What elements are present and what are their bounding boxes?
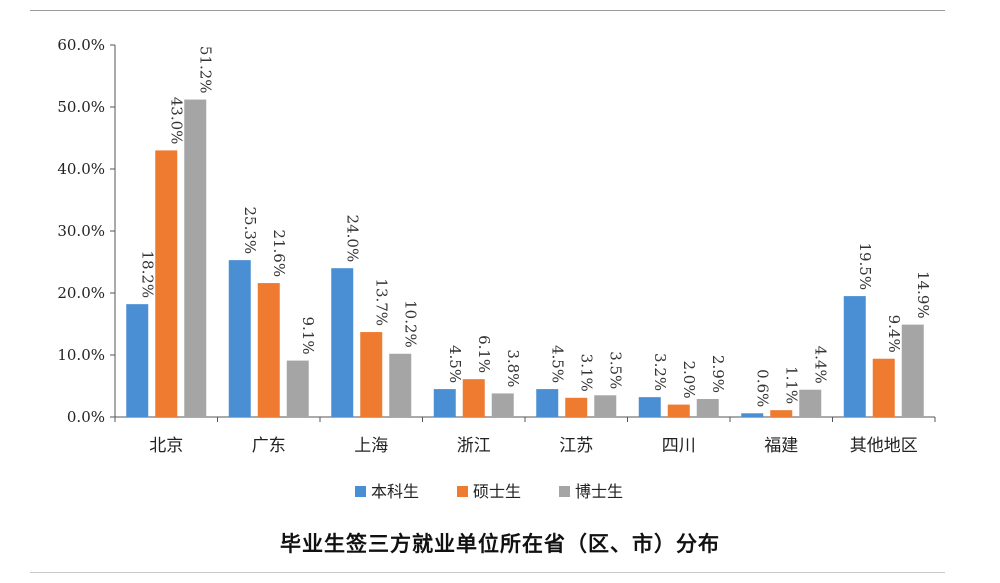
data-label: 10.2%: [401, 300, 419, 348]
legend-swatch: [355, 486, 366, 497]
data-label: 3.1%: [577, 354, 595, 392]
bar: [799, 389, 822, 417]
chart-title: 毕业生签三方就业单位所在省（区、市）分布: [280, 531, 720, 556]
y-tick-label: 30.0%: [57, 222, 105, 240]
bar: [536, 389, 559, 417]
data-label: 6.1%: [475, 335, 493, 373]
bar: [360, 332, 383, 417]
y-tick-label: 40.0%: [57, 160, 105, 178]
data-label: 2.9%: [709, 355, 727, 393]
bar: [901, 324, 924, 417]
bar: [770, 410, 793, 417]
data-label: 24.0%: [343, 215, 361, 263]
bottom-rule: [30, 572, 945, 573]
data-label: 14.9%: [914, 271, 932, 319]
bar: [843, 296, 866, 417]
data-label: 9.4%: [885, 315, 903, 353]
data-label: 1.1%: [782, 366, 800, 404]
data-label: 19.5%: [856, 242, 874, 290]
x-category-label: 其他地区: [850, 436, 918, 456]
data-label: 18.2%: [138, 251, 156, 299]
data-label: 3.2%: [651, 353, 669, 391]
legend-swatch: [457, 486, 468, 497]
bar: [696, 399, 719, 417]
bar: [184, 99, 207, 417]
bar: [331, 268, 354, 417]
bar: [872, 358, 895, 417]
y-tick-label: 10.0%: [57, 346, 105, 364]
data-label: 25.3%: [241, 206, 259, 254]
bar: [126, 304, 149, 417]
x-category-label: 四川: [662, 436, 696, 456]
data-label: 21.6%: [270, 229, 288, 277]
x-category-label: 浙江: [457, 436, 491, 456]
bar: [155, 150, 178, 417]
data-label: 3.5%: [606, 351, 624, 389]
data-label: 0.6%: [753, 369, 771, 407]
legend-label: 博士生: [575, 482, 623, 501]
legend-label: 本科生: [371, 482, 419, 501]
x-category-label: 北京: [149, 436, 183, 456]
x-category-label: 上海: [354, 436, 388, 456]
bar: [228, 260, 251, 417]
bar: [433, 389, 456, 417]
bar: [389, 353, 412, 417]
bar: [257, 283, 280, 417]
data-label: 9.1%: [299, 316, 317, 354]
y-tick-label: 0.0%: [67, 408, 105, 426]
bar: [462, 379, 485, 417]
x-category-label: 福建: [764, 436, 798, 456]
y-tick-label: 50.0%: [57, 98, 105, 116]
y-tick-label: 60.0%: [57, 36, 105, 54]
legend-label: 硕士生: [473, 482, 521, 501]
data-label: 2.0%: [680, 360, 698, 398]
x-category-label: 江苏: [559, 436, 593, 456]
bar: [667, 404, 690, 417]
bar: [638, 397, 661, 417]
data-label: 3.8%: [504, 349, 522, 387]
data-label: 4.5%: [446, 345, 464, 383]
legend-swatch: [559, 486, 570, 497]
bar: [491, 393, 514, 417]
data-label: 4.4%: [811, 346, 829, 384]
bar: [594, 395, 617, 417]
data-label: 13.7%: [372, 278, 390, 326]
y-tick-label: 20.0%: [57, 284, 105, 302]
x-category-label: 广东: [252, 436, 286, 456]
top-rule: [30, 10, 945, 11]
data-label: 4.5%: [548, 345, 566, 383]
bar: [565, 397, 588, 417]
data-label: 43.0%: [167, 97, 185, 145]
data-label: 51.2%: [196, 46, 214, 94]
bar: [741, 413, 764, 417]
bar: [286, 360, 309, 417]
